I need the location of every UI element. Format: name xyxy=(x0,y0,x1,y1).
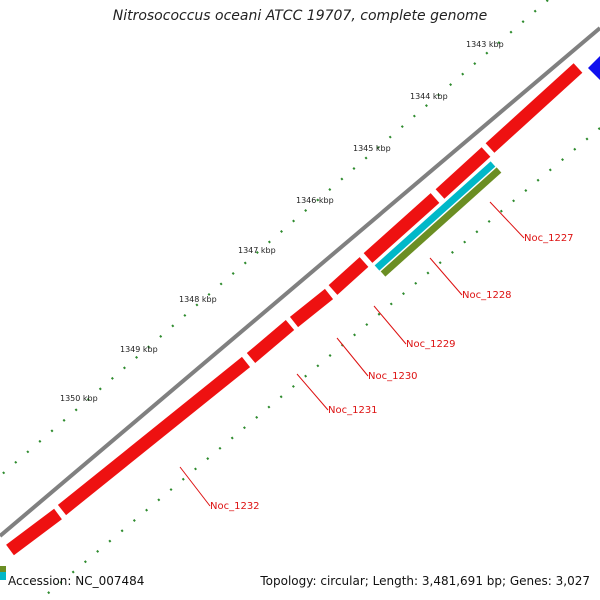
gene-label: Noc_1229 xyxy=(406,339,456,350)
gene-label: Noc_1227 xyxy=(524,233,574,244)
leader-noc-1228 xyxy=(429,257,463,296)
genome-summary: Topology: circular; Length: 3,481,691 bp… xyxy=(260,574,590,588)
leader-noc-1230 xyxy=(336,337,369,377)
tick-label: 1349 kbp xyxy=(120,345,158,354)
cds-segment xyxy=(328,257,369,295)
gene-label: Noc_1231 xyxy=(328,405,378,416)
tick-label: 1350 kbp xyxy=(60,394,98,403)
cds-segment xyxy=(246,320,295,363)
cds-segment xyxy=(485,63,583,153)
cds-segment xyxy=(289,288,334,328)
tick-label: 1348 kbp xyxy=(179,295,217,304)
forward-cds-track xyxy=(6,63,583,556)
corner-feature-cyan xyxy=(0,572,6,580)
leader-noc-1231 xyxy=(296,373,329,411)
blue-feature xyxy=(588,56,600,80)
gene-label-leaders xyxy=(179,201,525,507)
trna-feature xyxy=(374,161,496,271)
leader-noc-1229 xyxy=(373,305,407,345)
gene-label: Noc_1232 xyxy=(210,501,260,512)
leader-noc-1227 xyxy=(489,201,525,239)
cds-segment xyxy=(435,147,491,199)
cds-segment xyxy=(363,193,440,263)
tick-label: 1345 kbp xyxy=(353,144,391,153)
cds-segment xyxy=(6,508,62,556)
tick-label: 1347 kbp xyxy=(238,246,276,255)
accession-text: Accession: NC_007484 xyxy=(8,574,145,588)
genome-backbone xyxy=(0,26,600,538)
gene-feature xyxy=(380,167,502,277)
gene-label: Noc_1230 xyxy=(368,371,418,382)
corner-feature-green xyxy=(0,566,6,572)
tick-label: 1344 kbp xyxy=(410,92,448,101)
cds-segment xyxy=(57,356,251,516)
gene-label: Noc_1228 xyxy=(462,290,512,301)
tick-label: 1343 kbp xyxy=(466,40,504,49)
genome-title: Nitrosococcus oceani ATCC 19707, complet… xyxy=(112,8,488,24)
tick-label: 1346 kbp xyxy=(296,196,334,205)
outer-tick-ruler xyxy=(0,0,549,477)
leader-noc-1232 xyxy=(179,466,211,507)
